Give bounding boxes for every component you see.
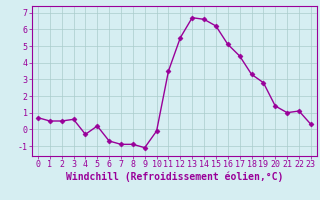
X-axis label: Windchill (Refroidissement éolien,°C): Windchill (Refroidissement éolien,°C) xyxy=(66,172,283,182)
